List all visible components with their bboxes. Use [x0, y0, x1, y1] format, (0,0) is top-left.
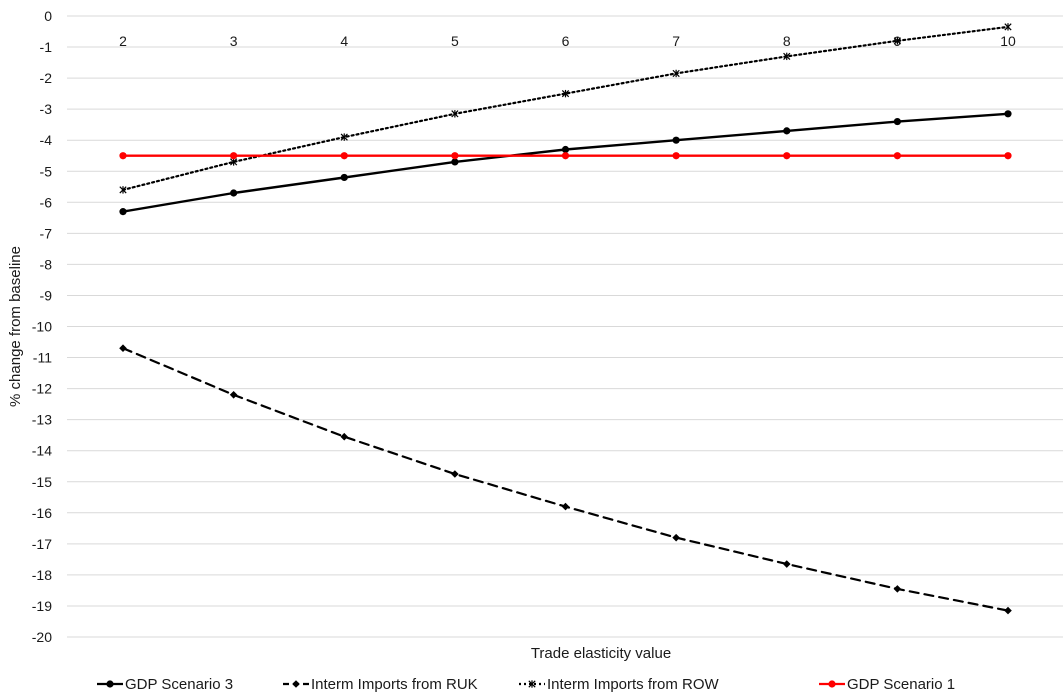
data-point [1004, 606, 1012, 615]
data-point [783, 152, 791, 160]
legend-marker [292, 680, 300, 688]
data-point [561, 89, 570, 98]
legend-label: GDP Scenario 1 [847, 676, 955, 693]
data-point [119, 208, 127, 216]
y-tick-label: -14 [32, 443, 52, 459]
data-point [893, 585, 902, 593]
legend-entry: Interm Imports from ROW [519, 676, 720, 693]
data-point [893, 37, 901, 45]
data-point [1004, 152, 1012, 160]
y-tick-label: -17 [32, 536, 52, 552]
x-tick-label: 3 [230, 33, 238, 49]
data-point [451, 110, 459, 118]
series-line [121, 112, 1010, 213]
data-point [672, 152, 680, 160]
x-tick-label: 4 [340, 33, 348, 49]
legend-label: Interm Imports from RUK [311, 676, 478, 693]
data-point [561, 152, 570, 160]
y-tick-label: 0 [44, 8, 52, 24]
data-point [229, 391, 238, 399]
y-tick-label: -5 [40, 163, 53, 179]
legend: GDP Scenario 3 Interm Imports from RUK Int… [97, 676, 955, 693]
legend-entry: GDP Scenario 3 [97, 676, 233, 693]
data-point [340, 133, 348, 141]
series-layer [119, 23, 1012, 615]
series-line [121, 25, 1010, 191]
data-point [1004, 110, 1012, 118]
y-tick-label: -19 [32, 598, 52, 614]
legend-marker [528, 680, 536, 688]
data-point [451, 158, 459, 166]
data-point [782, 560, 791, 568]
x-tick-label: 10 [1000, 33, 1016, 49]
data-point [893, 117, 901, 126]
legend-marker [106, 680, 114, 688]
y-tick-label: -18 [32, 567, 52, 583]
data-point [119, 344, 127, 353]
legend-label: GDP Scenario 3 [125, 676, 233, 693]
data-point [1004, 23, 1012, 31]
data-point [230, 152, 238, 160]
y-axis-tick-labels: 0 -1 -2 -3 -4 -5 -6 -7 -8 -9 -10 -11 -12 -13 -14 -15 -16… [32, 8, 52, 645]
data-point [119, 186, 127, 194]
y-tick-label: -1 [40, 39, 53, 55]
series-gdp-scenario-1 [119, 152, 1012, 160]
series-interm-imports-from-row [119, 23, 1012, 194]
x-tick-label: 6 [562, 33, 570, 49]
data-point [783, 52, 791, 61]
y-tick-label: -6 [40, 194, 53, 210]
data-point [893, 152, 901, 160]
y-tick-label: -12 [32, 381, 52, 397]
y-tick-label: -8 [40, 256, 53, 272]
y-tick-label: -7 [40, 225, 53, 241]
data-point [119, 152, 127, 160]
x-tick-label: 8 [783, 33, 791, 49]
y-tick-label: -3 [40, 101, 53, 117]
y-tick-label: -2 [40, 70, 53, 86]
y-tick-label: -15 [32, 474, 52, 490]
data-point [783, 127, 791, 135]
data-point [340, 173, 348, 182]
data-point [340, 432, 349, 441]
y-tick-label: -4 [40, 132, 53, 148]
data-point [672, 69, 680, 78]
data-point [230, 158, 238, 166]
data-point [672, 533, 680, 542]
y-tick-label: -9 [40, 287, 53, 303]
data-point [451, 152, 459, 160]
y-tick-label: -13 [32, 412, 52, 428]
x-tick-label: 7 [672, 33, 680, 49]
data-point [561, 502, 570, 511]
x-tick-label: 2 [119, 33, 127, 49]
gridlines [67, 15, 1063, 638]
y-tick-label: -10 [32, 319, 52, 335]
series-line [121, 347, 1010, 612]
x-axis-title: Trade elasticity value [531, 645, 671, 662]
data-point [451, 470, 459, 478]
data-point [230, 189, 238, 197]
y-axis-title: % change from baseline [7, 246, 24, 407]
legend-label: Interm Imports from ROW [547, 676, 720, 693]
legend-entry: Interm Imports from RUK [283, 676, 478, 693]
legend-entry: GDP Scenario 1 [819, 676, 955, 693]
y-tick-label: -16 [32, 505, 52, 521]
series-interm-imports-from-ruk [119, 344, 1012, 615]
data-point [340, 152, 348, 160]
series-gdp-scenario-3 [119, 110, 1012, 216]
data-point [672, 136, 680, 144]
y-tick-label: -11 [33, 350, 52, 366]
legend-marker [828, 680, 836, 688]
data-point [561, 145, 570, 154]
y-tick-label: -20 [32, 629, 52, 645]
x-tick-label: 5 [451, 33, 459, 49]
